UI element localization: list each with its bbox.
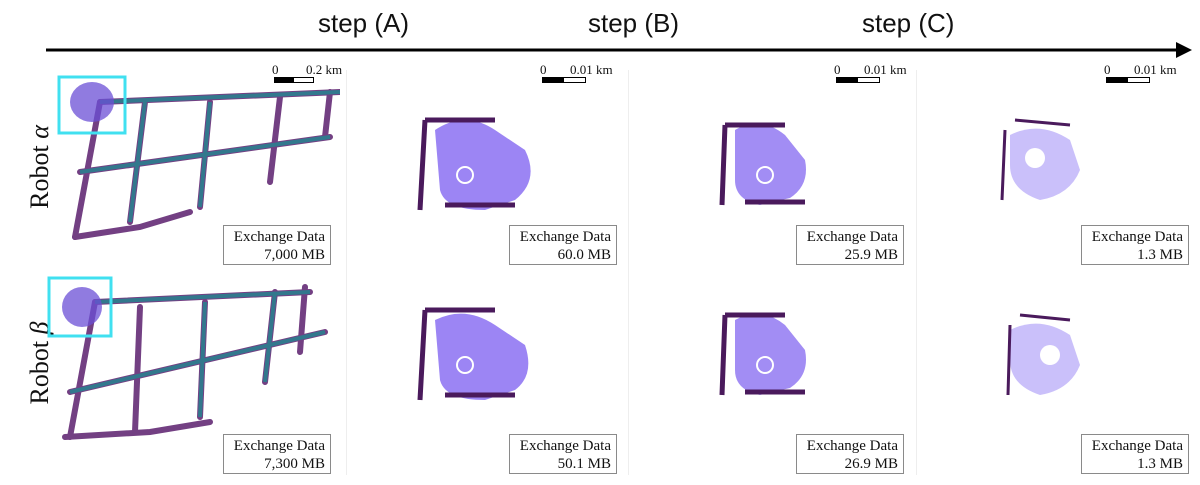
map-panel-alpha-step-a	[417, 117, 531, 211]
exchange-box-alpha-c: Exchange Data 25.9 MB	[796, 225, 904, 265]
divider	[628, 70, 629, 475]
divider	[916, 70, 917, 475]
map-panel-beta-full	[47, 276, 328, 440]
map-panel-alpha-full	[57, 75, 340, 240]
exchange-box-alpha-b: Exchange Data 60.0 MB	[509, 225, 617, 265]
highlight-box	[47, 276, 113, 338]
map-panel-alpha-step-b	[719, 122, 806, 206]
step-c-label: step (C)	[862, 8, 955, 38]
map-panel-alpha-step-c	[1000, 118, 1080, 201]
exchange-box-beta-b: Exchange Data 50.1 MB	[509, 434, 617, 474]
divider	[346, 70, 347, 475]
exchange-box-beta-d: Exchange Data 1.3 MB	[1081, 434, 1189, 474]
progress-arrow	[46, 42, 1192, 58]
map-panel-beta-step-c	[1006, 313, 1080, 396]
exchange-box-beta-c: Exchange Data 26.9 MB	[796, 434, 904, 474]
map-panel-beta-step-a	[417, 307, 529, 401]
step-b-label: step (B)	[588, 8, 680, 38]
exchange-box-alpha-d: Exchange Data 1.3 MB	[1081, 225, 1189, 265]
exchange-box-beta-a: Exchange Data 7,300 MB	[223, 434, 331, 474]
highlight-box	[57, 75, 127, 135]
map-panel-beta-step-b	[719, 312, 806, 396]
step-a-label: step (A)	[318, 8, 410, 38]
exchange-box-alpha-a: Exchange Data 7,000 MB	[223, 225, 331, 265]
